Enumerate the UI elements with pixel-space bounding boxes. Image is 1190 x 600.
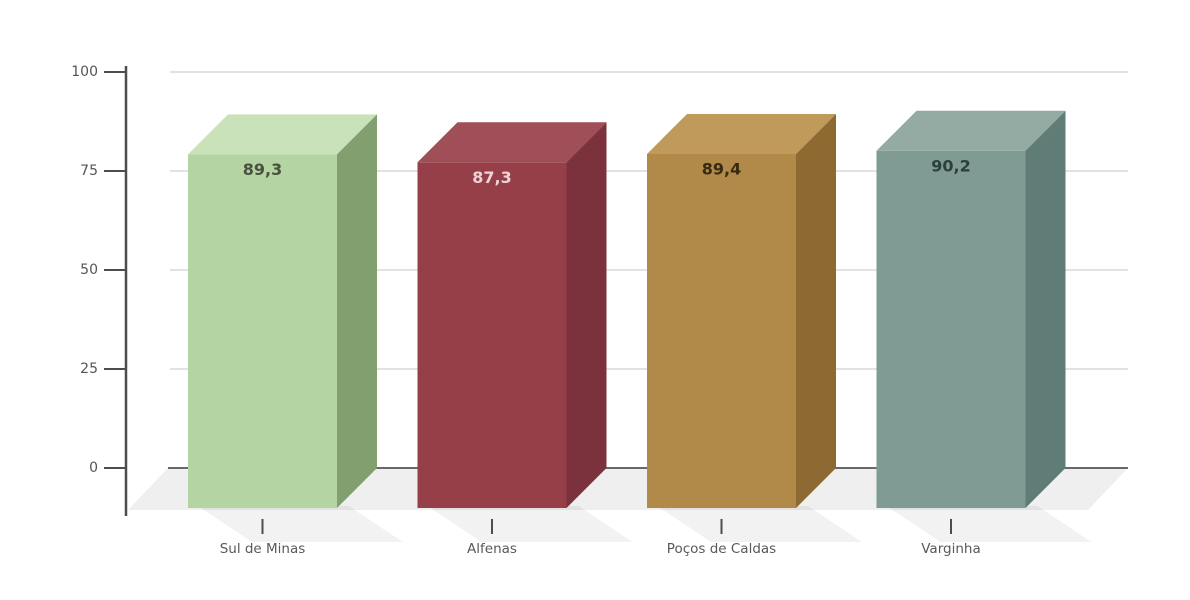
- x-axis: Sul de Minas Alfenas Poços de Caldas Vargin…: [220, 519, 981, 557]
- bar-varginha[interactable]: 90,2: [876, 110, 1066, 509]
- bar-front-face: [417, 162, 567, 509]
- bar-front-face: [647, 153, 796, 508]
- x-label-alfenas: Alfenas: [467, 541, 517, 557]
- x-label-varginha: Varginha: [921, 541, 980, 557]
- bar-shadow-alfenas: [427, 506, 633, 542]
- bar-top-face: [876, 110, 1066, 151]
- bar-value-label-alfenas: 87,3: [472, 168, 511, 187]
- bar-value-label-varginha: 90,2: [931, 156, 970, 175]
- bar-side-face: [566, 122, 607, 509]
- bar-alfenas[interactable]: 87,3: [417, 122, 607, 509]
- bar-side-face: [796, 113, 836, 508]
- y-axis: 0 25 50 75 100: [71, 64, 128, 516]
- bar-front-face: [876, 150, 1026, 509]
- y-tick-label-75: 75: [80, 163, 98, 179]
- bar-top-face: [188, 114, 377, 155]
- bar-shadow-sul-de-minas: [198, 506, 403, 542]
- bar-shadow-pocos-de-caldas: [657, 506, 862, 542]
- bar-front-face: [188, 154, 337, 508]
- y-tick-label-0: 0: [89, 460, 98, 476]
- bar-pocos-de-caldas[interactable]: 89,4: [647, 113, 836, 508]
- y-tick-label-25: 25: [80, 361, 98, 377]
- bar-shadow-varginha: [886, 506, 1092, 542]
- bar-sul-de-minas[interactable]: 89,3: [188, 114, 377, 508]
- y-tick-label-100: 100: [71, 64, 98, 80]
- bar-top-face: [417, 122, 607, 163]
- y-tick-label-50: 50: [80, 262, 98, 278]
- bar-value-label-sul-de-minas: 89,3: [243, 160, 282, 179]
- x-label-sul-de-minas: Sul de Minas: [220, 541, 306, 557]
- bar-side-face: [1025, 110, 1066, 509]
- x-label-pocos-de-caldas: Poços de Caldas: [667, 541, 776, 557]
- bar-side-face: [337, 114, 377, 508]
- bar-value-label-pocos-de-caldas: 89,4: [702, 159, 741, 178]
- bar-top-face: [647, 113, 836, 154]
